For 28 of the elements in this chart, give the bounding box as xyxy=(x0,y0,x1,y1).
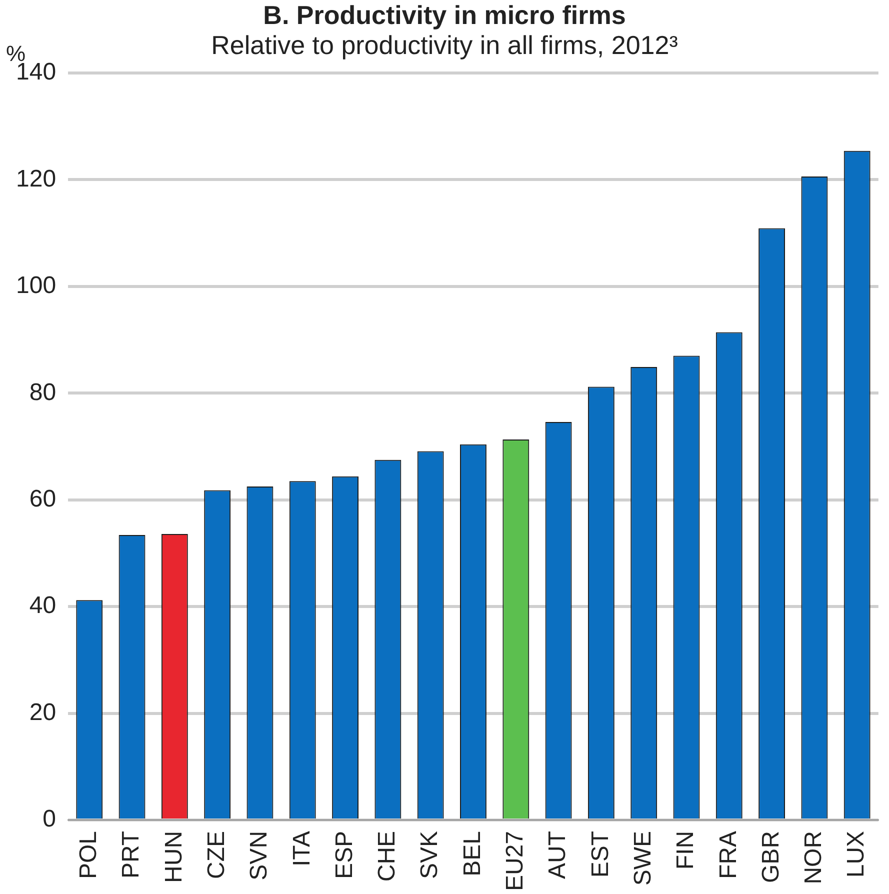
x-tick-label: POL xyxy=(74,830,102,879)
x-tick-label: PRT xyxy=(118,830,145,879)
x-tick-label: CHE xyxy=(374,830,401,882)
chart-subtitle: Relative to productivity in all firms, 2012³ xyxy=(211,30,678,60)
y-tick-label: 100 xyxy=(16,272,56,300)
y-tick-label: 120 xyxy=(16,165,56,192)
x-tick-label: GBR xyxy=(757,830,784,883)
x-tick-label: AUT xyxy=(544,830,572,879)
y-tick-label: 60 xyxy=(29,485,56,512)
x-tick-label: LUX xyxy=(842,830,870,878)
x-tick-label: BEL xyxy=(458,830,486,876)
y-tick-label: 80 xyxy=(29,378,56,406)
x-tick-label: CZE xyxy=(202,830,230,879)
x-tick-label: FRA xyxy=(714,830,742,879)
y-tick-label: 20 xyxy=(29,698,56,726)
x-tick-label: ESP xyxy=(330,830,358,879)
x-tick-label: HUN xyxy=(160,830,188,883)
chart-title: B. Productivity in micro firms xyxy=(262,0,627,31)
y-tick-label: 0 xyxy=(42,806,56,833)
x-tick-label: SVK xyxy=(416,830,444,879)
x-tick-label: ITA xyxy=(288,830,316,867)
x-tick-label: FIN xyxy=(672,830,700,870)
x-tick-label: EU27 xyxy=(502,830,529,892)
x-tick-label: SWE xyxy=(629,830,656,886)
x-tick-label: NOR xyxy=(800,830,828,884)
x-tick-label: EST xyxy=(586,830,614,878)
x-tick-label: SVN xyxy=(246,830,273,880)
y-tick-label: 40 xyxy=(29,592,56,620)
